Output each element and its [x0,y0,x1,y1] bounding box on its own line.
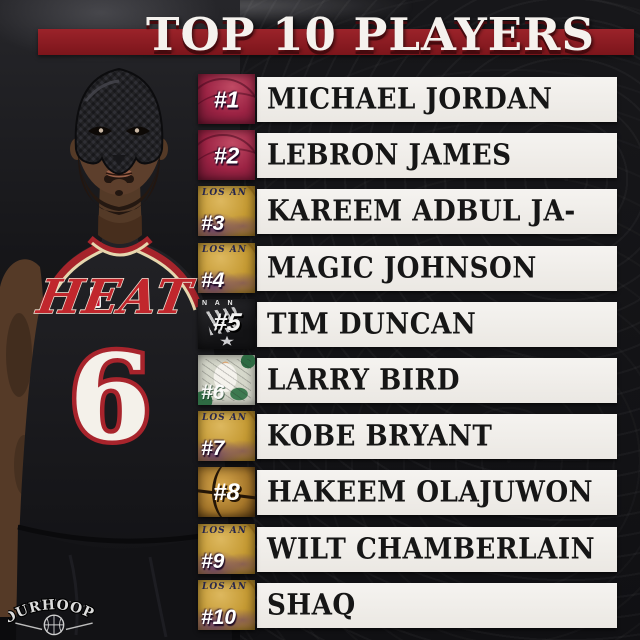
rank-badge: #8 [213,479,240,507]
thumb-caption: LOS AN [202,581,248,592]
player-name: KOBE BRYANT [267,420,493,454]
player-name: LARRY BIRD [267,364,460,397]
player-row: LOS AN #10 SHAQ [198,579,617,630]
player-name: WILT CHAMBERLAIN [267,532,596,566]
name-bar: LARRY BIRD [257,357,617,403]
player-thumb: #6 [198,354,255,405]
name-bar: WILT CHAMBERLAIN [257,526,617,572]
rank-badge: #6 [201,380,225,404]
player-name: LEBRON JAMES [267,139,512,173]
rank-badge: #4 [201,268,225,292]
basketball-icon [43,614,65,636]
face-mask [74,67,164,176]
player-list: #1 MICHAEL JORDAN #2 LEBRON JAMES LOS AN… [198,74,617,639]
player-head [70,67,168,215]
player-name: SHAQ [267,588,356,622]
nba-logo [90,287,101,308]
player-row: #8 HAKEEM OLAJUWON [198,467,617,518]
rank-badge: #10 [201,605,237,629]
player-row: LOS AN #9 WILT CHAMBERLAIN [198,523,617,574]
name-bar: SHAQ [257,582,617,628]
player-name: KAREEM ADBUL JA- [267,195,576,229]
name-bar: LEBRON JAMES [257,133,617,179]
name-bar: MAGIC JOHNSON [257,245,617,291]
player-name: TIM DUNCAN [267,307,477,341]
player-thumb: LOS AN #10 [198,579,255,630]
player-thumb: LOS AN #4 [198,242,255,293]
player-illustration: HEAT 6 [0,67,232,640]
jersey-team-text: HEAT [31,270,198,325]
player-row: LOS AN #3 KAREEM ADBUL JA- [198,186,617,237]
armhole-trim-right [137,243,203,309]
player-row: N A N #5 TIM DUNCAN [198,298,617,349]
shorts [16,525,232,640]
badge-wings [15,622,93,631]
player-row: #1 MICHAEL JORDAN [198,74,617,124]
player-thumb: N A N #5 [198,298,255,349]
player-name: MAGIC JOHNSON [267,251,537,285]
rank-badge: #3 [201,212,225,236]
player-thumb: LOS AN #9 [198,523,255,574]
ourhoops-logo: OURHOOPS [0,573,100,638]
thumb-caption: LOS AN [202,525,248,536]
name-bar: KOBE BRYANT [257,414,617,460]
rank-badge: #9 [201,549,225,573]
player-thumb: #8 [198,467,255,518]
player-thumb: LOS AN #7 [198,411,255,462]
page-title: TOP 10 PLAYERS [146,8,595,61]
name-bar: TIM DUNCAN [257,301,617,347]
thumb-caption: LOS AN [202,413,248,424]
rank-badge: #7 [201,437,225,461]
player-row: #6 LARRY BIRD [198,354,617,405]
name-bar: HAKEEM OLAJUWON [257,470,617,516]
title-bar [38,29,634,55]
thumb-caption: LOS AN [202,244,248,255]
player-row: LOS AN #4 MAGIC JOHNSON [198,242,617,293]
player-thumb: #2 [198,130,255,181]
rank-badge: #1 [213,86,240,113]
thumb-caption: N A N [202,299,236,307]
collar-trim [87,235,153,256]
player-thumb: LOS AN #3 [198,186,255,237]
player-row: LOS AN #7 KOBE BRYANT [198,411,617,462]
player-name: MICHAEL JORDAN [267,83,553,116]
thumb-caption: LOS AN [202,188,248,199]
player-name: HAKEEM OLAJUWON [267,476,594,510]
player-thumb: #1 [198,74,255,124]
rank-badge: #2 [213,142,240,169]
rank-badge: #5 [211,308,242,337]
name-bar: KAREEM ADBUL JA- [257,189,617,235]
name-bar: MICHAEL JORDAN [257,77,617,122]
player-row: #2 LEBRON JAMES [198,130,617,181]
jersey-number: 6 [69,328,151,467]
